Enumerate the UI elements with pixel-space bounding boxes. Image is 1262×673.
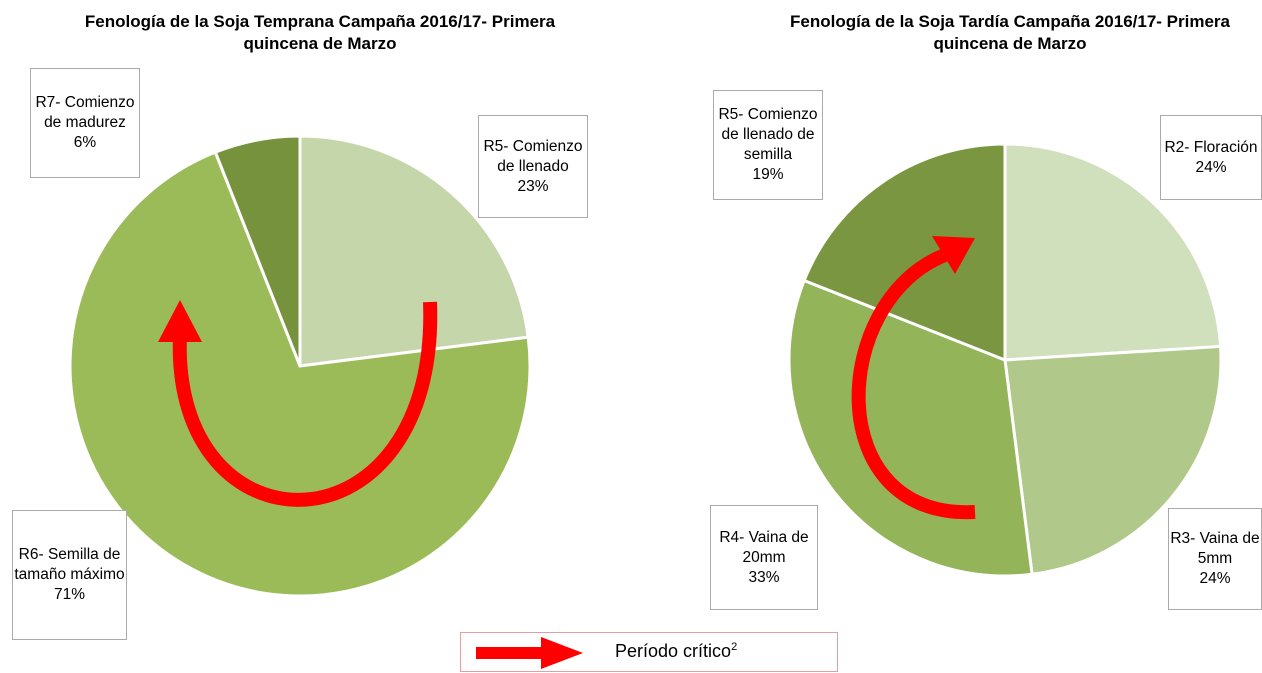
legend-text: Período crítico <box>615 641 732 661</box>
label-value: 24% <box>1199 570 1231 587</box>
label-category: R4- Vaina de 20mm <box>719 528 809 566</box>
label-category: R6- Semilla de tamaño máximo <box>14 546 125 583</box>
pie-slice <box>1003 344 1223 576</box>
data-label: R5- Comienzo de llenado de semilla 19% <box>713 90 823 200</box>
data-label: R4- Vaina de 20mm 33% <box>710 505 818 610</box>
arrow-body <box>172 301 438 507</box>
pie-slice <box>298 134 530 368</box>
pie-slice <box>787 278 1034 578</box>
pie-slice <box>68 150 532 598</box>
arrow-head <box>932 236 975 274</box>
data-label: R5- Comienzo de llenado 23% <box>478 115 588 218</box>
label-category: R2- Floración <box>1164 138 1258 156</box>
legend-label: Período crítico2 <box>615 641 737 662</box>
arrow-body <box>851 248 976 520</box>
critical-arrow <box>158 236 976 520</box>
label-category: R5- Comienzo de llenado <box>483 137 583 175</box>
label-value: 33% <box>748 568 780 586</box>
label-category: R5- Comienzo de llenado de semilla <box>718 106 818 163</box>
legend-swatch <box>476 637 583 669</box>
chart-title: Fenología de la Soja Temprana Campaña 20… <box>84 12 556 53</box>
data-label: R7- Comienzo de madurez 6% <box>30 68 140 178</box>
data-label: R6- Semilla de tamaño máximo 71% <box>12 510 127 640</box>
pie-slice <box>1003 142 1223 362</box>
legend: Período crítico2 <box>460 632 838 672</box>
data-label: R2- Floración 24% <box>1160 115 1262 200</box>
pies <box>68 134 1223 598</box>
label-value: 24% <box>1195 158 1227 176</box>
label-value: 23% <box>517 177 549 195</box>
label-category: R7- Comienzo de madurez <box>35 94 135 131</box>
label-value: 19% <box>752 166 784 183</box>
arrow-head <box>158 300 202 342</box>
pie-slice <box>213 134 302 367</box>
data-label: R3- Vaina de 5mm 24% <box>1168 508 1262 610</box>
pie-slice <box>802 142 1007 363</box>
label-value: 6% <box>73 134 97 151</box>
legend-superscript: 2 <box>731 641 738 653</box>
label-value: 71% <box>53 586 86 603</box>
label-category: R3- Vaina de 5mm <box>1170 530 1260 567</box>
chart-title: Fenología de la Soja Tardía Campaña 2016… <box>790 12 1230 53</box>
